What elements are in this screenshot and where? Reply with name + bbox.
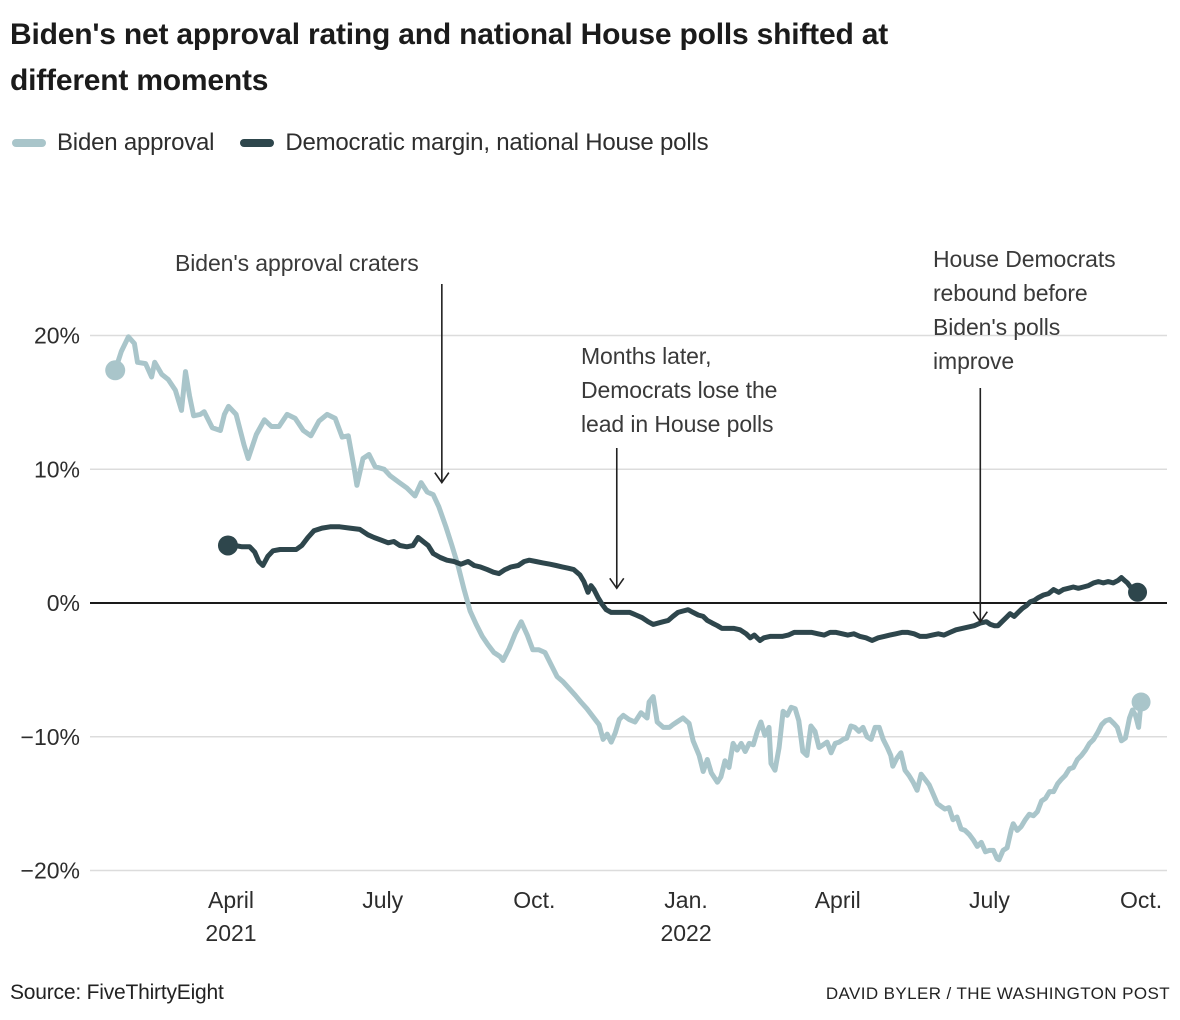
annotation-house-democrats-rebound: House Democrats rebound before Biden's p… — [933, 246, 1116, 374]
credit-byline: DAVID BYLER / THE WASHINGTON POST — [825, 984, 1170, 1003]
y-tick-label: 0% — [47, 590, 80, 616]
annotation-democrats-lose-lead-arrowhead-icon — [609, 577, 625, 590]
legend: Biden approval Democratic margin, nation… — [12, 129, 709, 157]
x-tick-label: Oct. — [513, 887, 555, 913]
annotation-approval-craters-arrowhead-icon — [434, 472, 450, 485]
democratic-margin-line-end-dot — [1128, 582, 1148, 602]
democratic-margin-line — [225, 524, 1140, 643]
x-tick-label: July — [969, 887, 1010, 913]
chart-title: Biden's net approval rating and national… — [10, 18, 888, 97]
biden-approval-line — [112, 334, 1144, 863]
x-tick-label: April — [208, 887, 254, 913]
footer: Source: FiveThirtyEight DAVID BYLER / TH… — [10, 981, 1170, 1005]
democratic-margin-line-swatch-icon — [240, 139, 275, 147]
y-tick-label: 20% — [34, 323, 80, 349]
x-tick-year-label: 2022 — [660, 920, 711, 946]
annotation-house-democrats-rebound-arrowhead-icon — [972, 611, 988, 624]
biden-approval-line-start-dot — [105, 360, 126, 381]
democratic-margin-line-start-dot — [217, 535, 238, 556]
biden-approval-line-swatch-icon — [12, 139, 46, 147]
y-tick-label: 10% — [34, 456, 80, 482]
legend-label-democratic-margin: Democratic margin, national House polls — [285, 129, 709, 156]
source-note: Source: FiveThirtyEight — [10, 981, 224, 1004]
y-tick-label: −10% — [21, 724, 80, 750]
legend-item-democratic-margin: Democratic margin, national House polls — [240, 129, 709, 157]
annotation-approval-craters: Biden's approval craters — [175, 250, 419, 276]
x-tick-label: July — [362, 887, 403, 913]
x-tick-year-label: 2021 — [205, 920, 256, 946]
legend-label-biden-approval: Biden approval — [57, 129, 215, 156]
annotation-democrats-lose-lead: Months later, Democrats lose the lead in… — [581, 343, 778, 437]
x-tick-label: Oct. — [1120, 887, 1162, 913]
biden-approval-line-end-dot — [1131, 692, 1151, 712]
x-tick-label: April — [815, 887, 861, 913]
legend-item-biden-approval: Biden approval — [12, 129, 215, 157]
y-tick-label: −20% — [21, 858, 80, 884]
x-tick-label: Jan. — [664, 887, 707, 913]
